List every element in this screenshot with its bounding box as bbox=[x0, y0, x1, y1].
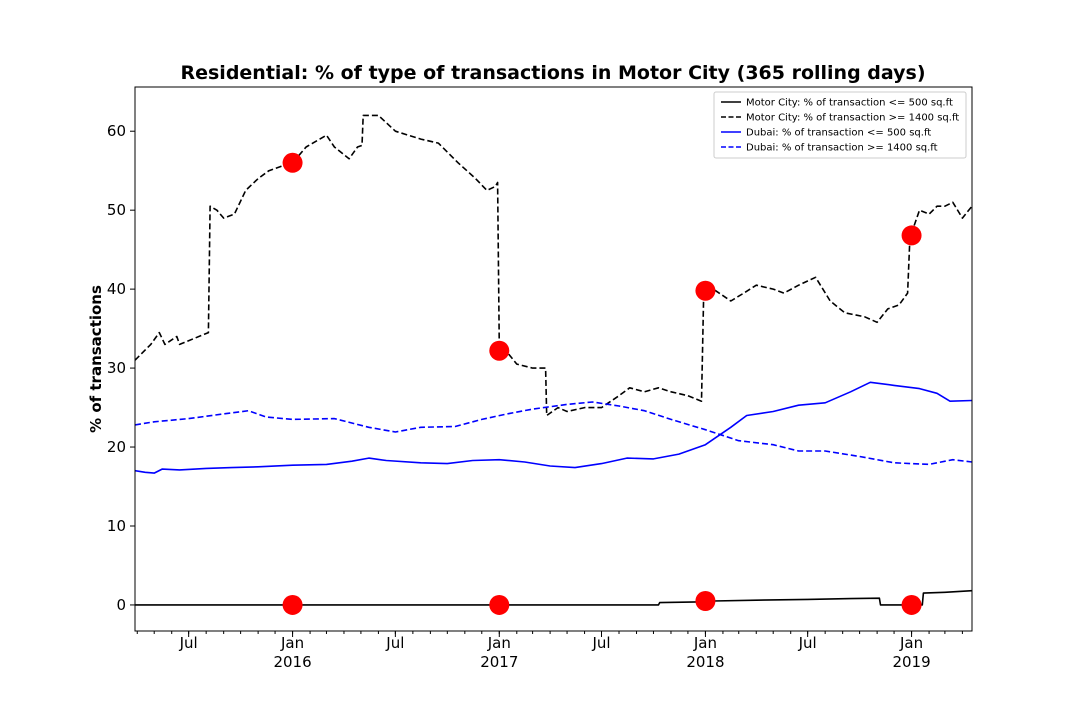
plot-lines bbox=[135, 114, 972, 606]
chart-title: Residential: % of type of transactions i… bbox=[180, 62, 925, 84]
y-tick-label: 0 bbox=[116, 596, 126, 614]
x-tick-label: Jan bbox=[899, 634, 923, 652]
legend: Motor City: % of transaction <= 500 sq.f… bbox=[713, 91, 967, 159]
red-marker-3 bbox=[695, 280, 716, 301]
legend-box bbox=[713, 91, 967, 159]
y-tick-label: 40 bbox=[107, 280, 126, 298]
red-marker-7 bbox=[695, 590, 716, 611]
plot-frame bbox=[134, 86, 973, 632]
red-marker-4 bbox=[901, 225, 922, 246]
y-axis-label: % of transactions bbox=[87, 285, 105, 433]
y-tick-label: 20 bbox=[107, 438, 126, 456]
x-tick-label: Jul bbox=[179, 634, 198, 652]
x-tick-label: Jan bbox=[693, 634, 717, 652]
legend-label: Dubai: % of transaction >= 1400 sq.ft bbox=[746, 143, 938, 154]
x-tick-label: Jan bbox=[280, 634, 304, 652]
series-line-1 bbox=[135, 589, 972, 606]
x-tick-label: Jan bbox=[487, 634, 511, 652]
red-marker-1 bbox=[282, 152, 303, 173]
x-tick-year-label: 2018 bbox=[686, 653, 724, 671]
x-tick-label: Jul bbox=[798, 634, 817, 652]
y-tick-label: 60 bbox=[107, 122, 126, 140]
series-line-2 bbox=[135, 114, 972, 417]
x-tick-label: Jul bbox=[591, 634, 610, 652]
red-marker-2 bbox=[489, 340, 510, 361]
x-tick-label: Jul bbox=[385, 634, 404, 652]
legend-label: Dubai: % of transaction <= 500 sq.ft bbox=[746, 128, 931, 139]
red-marker-5 bbox=[282, 594, 303, 615]
x-tick-year-label: 2019 bbox=[892, 653, 930, 671]
red-marker-6 bbox=[489, 594, 510, 615]
series-line-3 bbox=[135, 381, 972, 474]
y-tick-label: 50 bbox=[107, 201, 126, 219]
x-tick-year-label: 2016 bbox=[273, 653, 311, 671]
plot-markers bbox=[282, 152, 922, 615]
legend-label: Motor City: % of transaction >= 1400 sq.… bbox=[746, 113, 959, 124]
y-tick-label: 30 bbox=[107, 359, 126, 377]
legend-label: Motor City: % of transaction <= 500 sq.f… bbox=[746, 98, 953, 109]
x-tick-year-label: 2017 bbox=[480, 653, 518, 671]
series-line-4 bbox=[135, 401, 972, 466]
red-marker-8 bbox=[901, 594, 922, 615]
y-tick-label: 10 bbox=[107, 517, 126, 535]
